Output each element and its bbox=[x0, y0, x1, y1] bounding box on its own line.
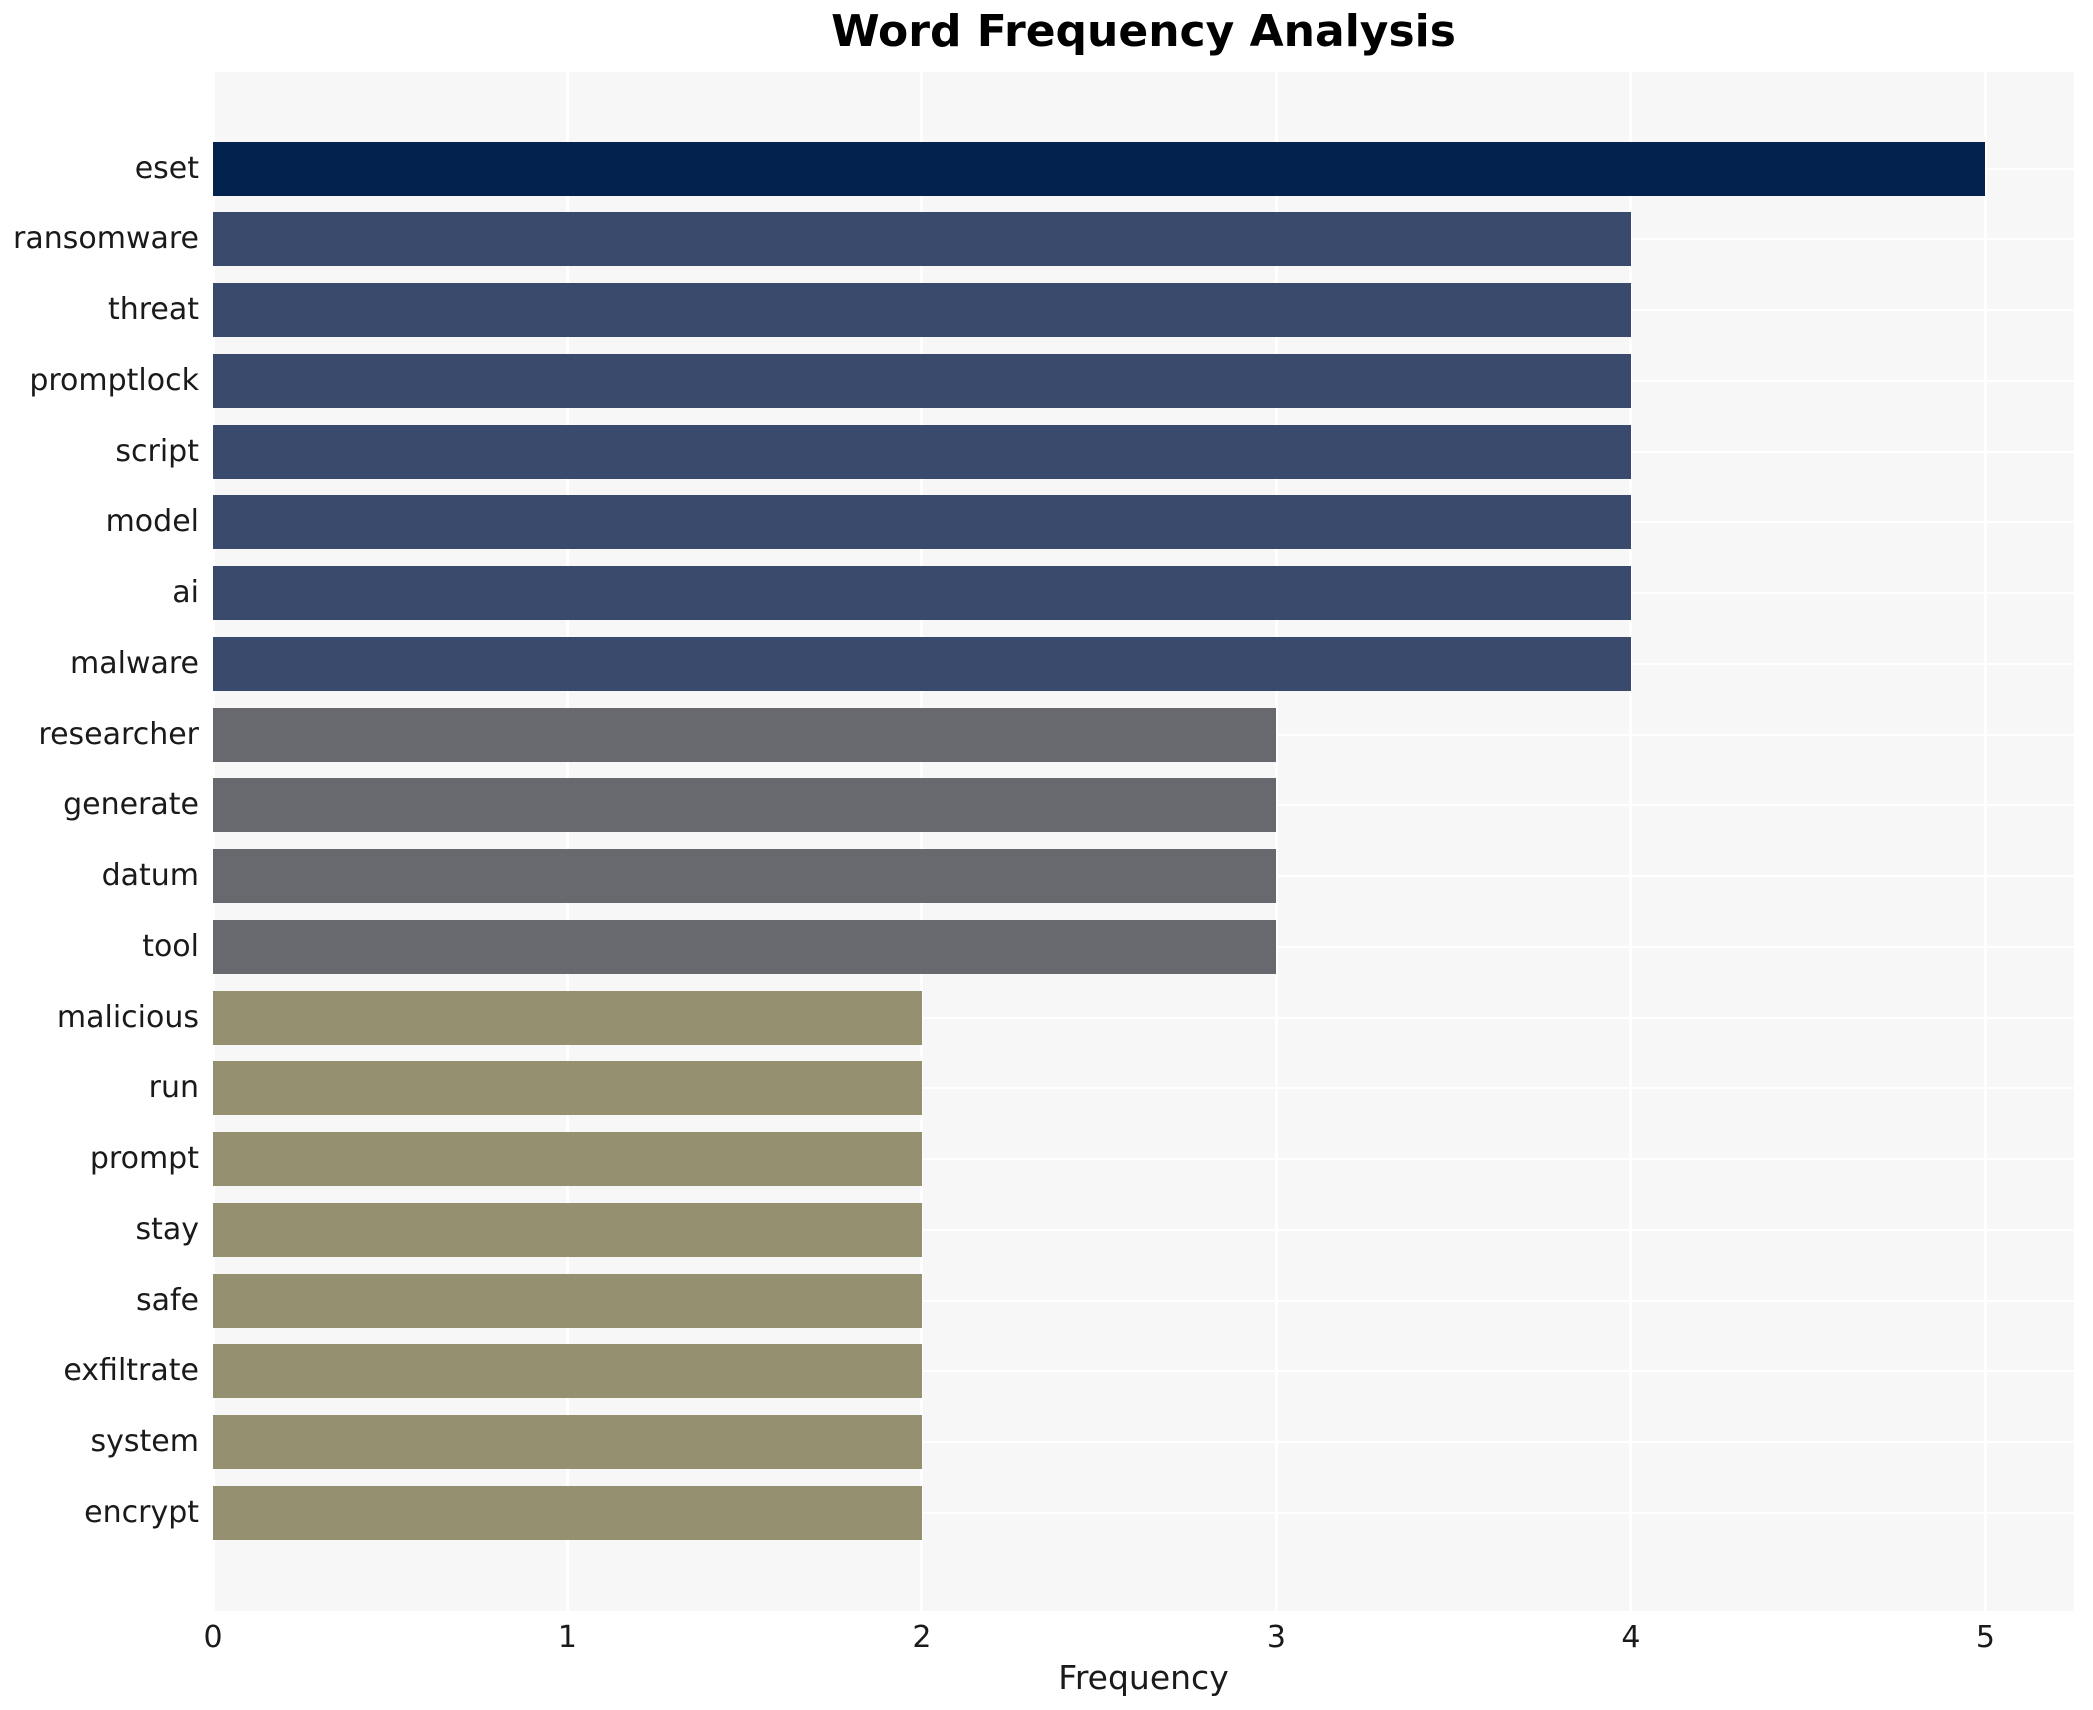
gridline-vertical bbox=[211, 72, 215, 1611]
bar-ransomware bbox=[213, 212, 1631, 267]
chart-title: Word Frequency Analysis bbox=[831, 6, 1456, 57]
x-tick-label-5: 5 bbox=[1975, 1620, 1995, 1655]
bar-datum bbox=[213, 849, 1277, 904]
y-tick-label-model: model bbox=[105, 504, 199, 540]
bar-researcher bbox=[213, 707, 1277, 762]
y-tick-label-safe: safe bbox=[135, 1282, 199, 1318]
y-tick-label-generate: generate bbox=[63, 787, 199, 823]
gridline-horizontal bbox=[213, 1158, 2074, 1161]
y-tick-label-script: script bbox=[115, 433, 199, 469]
y-tick-label-malware: malware bbox=[70, 645, 199, 681]
bar-ai bbox=[213, 566, 1631, 621]
y-tick-label-promptlock: promptlock bbox=[29, 362, 199, 398]
x-tick-label-0: 0 bbox=[203, 1620, 223, 1655]
y-tick-label-system: system bbox=[90, 1424, 199, 1460]
y-tick-label-exfiltrate: exfiltrate bbox=[63, 1353, 199, 1389]
gridline-vertical bbox=[1983, 72, 1987, 1611]
y-tick-label-researcher: researcher bbox=[38, 716, 199, 752]
bar-safe bbox=[213, 1273, 922, 1328]
bar-malicious bbox=[213, 990, 922, 1045]
bar-malware bbox=[213, 636, 1631, 691]
gridline-horizontal bbox=[213, 1087, 2074, 1090]
y-tick-label-eset: eset bbox=[134, 150, 199, 186]
bar-run bbox=[213, 1061, 922, 1116]
gridline-horizontal bbox=[213, 1016, 2074, 1019]
y-tick-label-threat: threat bbox=[107, 292, 199, 328]
gridline-horizontal bbox=[213, 1511, 2074, 1514]
bar-system bbox=[213, 1415, 922, 1470]
bar-eset bbox=[213, 141, 1986, 196]
x-tick-label-3: 3 bbox=[1266, 1620, 1286, 1655]
gridline-horizontal bbox=[213, 1441, 2074, 1444]
y-tick-label-encrypt: encrypt bbox=[84, 1494, 199, 1530]
gridline-vertical bbox=[1274, 72, 1278, 1611]
y-tick-label-ransomware: ransomware bbox=[13, 221, 199, 257]
gridline-vertical bbox=[565, 72, 569, 1611]
gridline-horizontal bbox=[213, 1370, 2074, 1373]
y-tick-label-run: run bbox=[148, 1070, 199, 1106]
gridline-vertical bbox=[1629, 72, 1633, 1611]
bar-encrypt bbox=[213, 1485, 922, 1540]
bar-stay bbox=[213, 1202, 922, 1257]
bar-model bbox=[213, 495, 1631, 550]
bar-promptlock bbox=[213, 353, 1631, 408]
y-tick-label-ai: ai bbox=[172, 575, 199, 611]
x-tick-label-4: 4 bbox=[1621, 1620, 1641, 1655]
bar-generate bbox=[213, 778, 1277, 833]
x-tick-label-2: 2 bbox=[912, 1620, 932, 1655]
y-tick-label-datum: datum bbox=[101, 858, 199, 894]
bar-prompt bbox=[213, 1132, 922, 1187]
y-tick-label-tool: tool bbox=[142, 928, 199, 964]
y-tick-label-stay: stay bbox=[135, 1211, 199, 1247]
bar-script bbox=[213, 424, 1631, 479]
gridline-horizontal bbox=[213, 1228, 2074, 1231]
gridline-horizontal bbox=[213, 1299, 2074, 1302]
x-tick-label-1: 1 bbox=[557, 1620, 578, 1655]
y-tick-label-malicious: malicious bbox=[56, 999, 199, 1035]
gridline-vertical bbox=[920, 72, 924, 1611]
x-axis-label: Frequency bbox=[1058, 1658, 1229, 1697]
y-tick-label-prompt: prompt bbox=[89, 1141, 199, 1177]
bar-tool bbox=[213, 919, 1277, 974]
bar-exfiltrate bbox=[213, 1344, 922, 1399]
bar-threat bbox=[213, 283, 1631, 338]
plot-area bbox=[211, 72, 2074, 1611]
